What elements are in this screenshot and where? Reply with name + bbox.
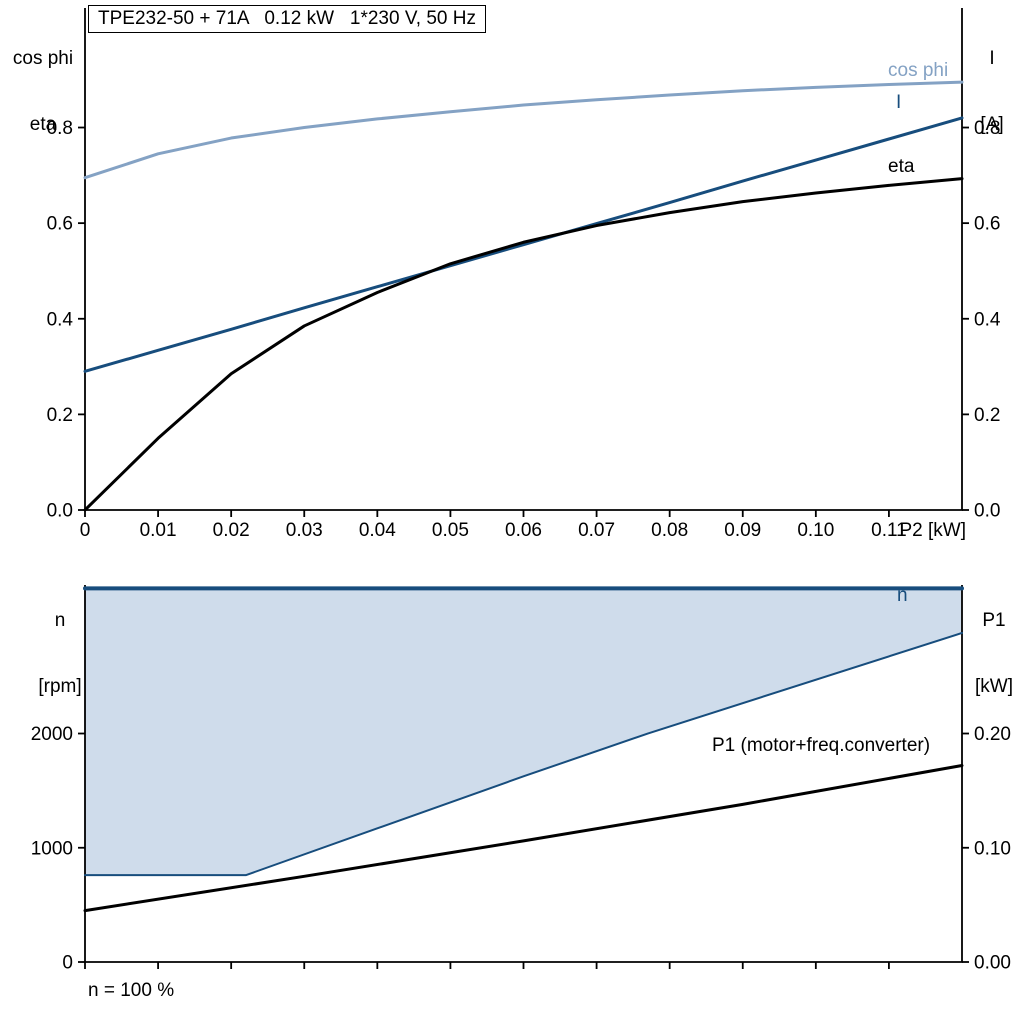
- eta-axis-label: eta: [29, 114, 57, 135]
- svg-text:0.4: 0.4: [47, 309, 74, 330]
- curve-label-cos-phi: cos phi: [888, 60, 949, 81]
- svg-text:0: 0: [62, 953, 73, 974]
- svg-text:0.2: 0.2: [974, 405, 1000, 426]
- speed-percent-annotation: n = 100 %: [88, 980, 175, 1001]
- svg-text:0.6: 0.6: [974, 214, 1000, 235]
- svg-text:0.0: 0.0: [47, 501, 73, 522]
- svg-text:0.04: 0.04: [359, 520, 396, 541]
- svg-text:0.10: 0.10: [797, 520, 834, 541]
- svg-text:0: 0: [80, 520, 91, 541]
- kw-unit-label: [kW]: [975, 676, 1013, 697]
- top-left-axis-label: cos phi eta: [0, 4, 86, 158]
- svg-text:0.09: 0.09: [724, 520, 761, 541]
- svg-text:0.01: 0.01: [140, 520, 177, 541]
- top-right-axis-label: I [A]: [964, 4, 1020, 158]
- current-axis-label: I: [989, 48, 995, 69]
- svg-text:0.2: 0.2: [47, 405, 73, 426]
- curve-label-p1: P1 (motor+freq.converter): [712, 735, 931, 756]
- svg-text:0.11: 0.11: [871, 520, 907, 541]
- svg-text:1000: 1000: [31, 838, 73, 859]
- svg-text:0.8: 0.8: [974, 118, 1000, 139]
- bottom-left-axis-label: n [rpm]: [24, 566, 96, 720]
- svg-text:0.08: 0.08: [651, 520, 688, 541]
- curve-label-current: I: [896, 92, 902, 113]
- svg-text:0.4: 0.4: [974, 309, 1001, 330]
- top-chart-canvas: 0 0.01 0.02 0.03 0.04 0.05 0.06 0.07 0.08 0.09 0.1…: [47, 8, 1001, 541]
- cos-phi-axis-label: cos phi: [12, 48, 74, 69]
- chart-title-box: TPE232-50 + 71A 0.12 kW 1*230 V, 50 Hz: [88, 5, 486, 33]
- svg-text:0.07: 0.07: [578, 520, 615, 541]
- svg-text:0.8: 0.8: [47, 118, 73, 139]
- svg-text:0.20: 0.20: [974, 724, 1011, 745]
- ampere-unit-label: [A]: [980, 114, 1004, 135]
- svg-text:2000: 2000: [31, 724, 73, 745]
- rpm-unit-label: [rpm]: [38, 676, 82, 697]
- svg-text:0.03: 0.03: [286, 520, 323, 541]
- bottom-right-axis-label: P1 [kW]: [964, 566, 1024, 720]
- svg-text:0.00: 0.00: [974, 953, 1011, 974]
- p1-axis-label: P1: [982, 610, 1006, 631]
- curve-label-n: n: [897, 585, 908, 606]
- svg-text:0.05: 0.05: [432, 520, 469, 541]
- bottom-chart-canvas: 0 1000 2000 0.00 0.10 0.20: [31, 585, 1011, 974]
- svg-text:0.0: 0.0: [974, 501, 1000, 522]
- svg-text:P2 [kW]: P2 [kW]: [899, 520, 966, 541]
- svg-text:0.10: 0.10: [974, 838, 1011, 859]
- speed-axis-label: n: [54, 610, 66, 631]
- svg-text:0.02: 0.02: [213, 520, 250, 541]
- svg-text:0.6: 0.6: [47, 214, 73, 235]
- curve-label-eta: eta: [888, 156, 915, 177]
- svg-text:0.06: 0.06: [505, 520, 542, 541]
